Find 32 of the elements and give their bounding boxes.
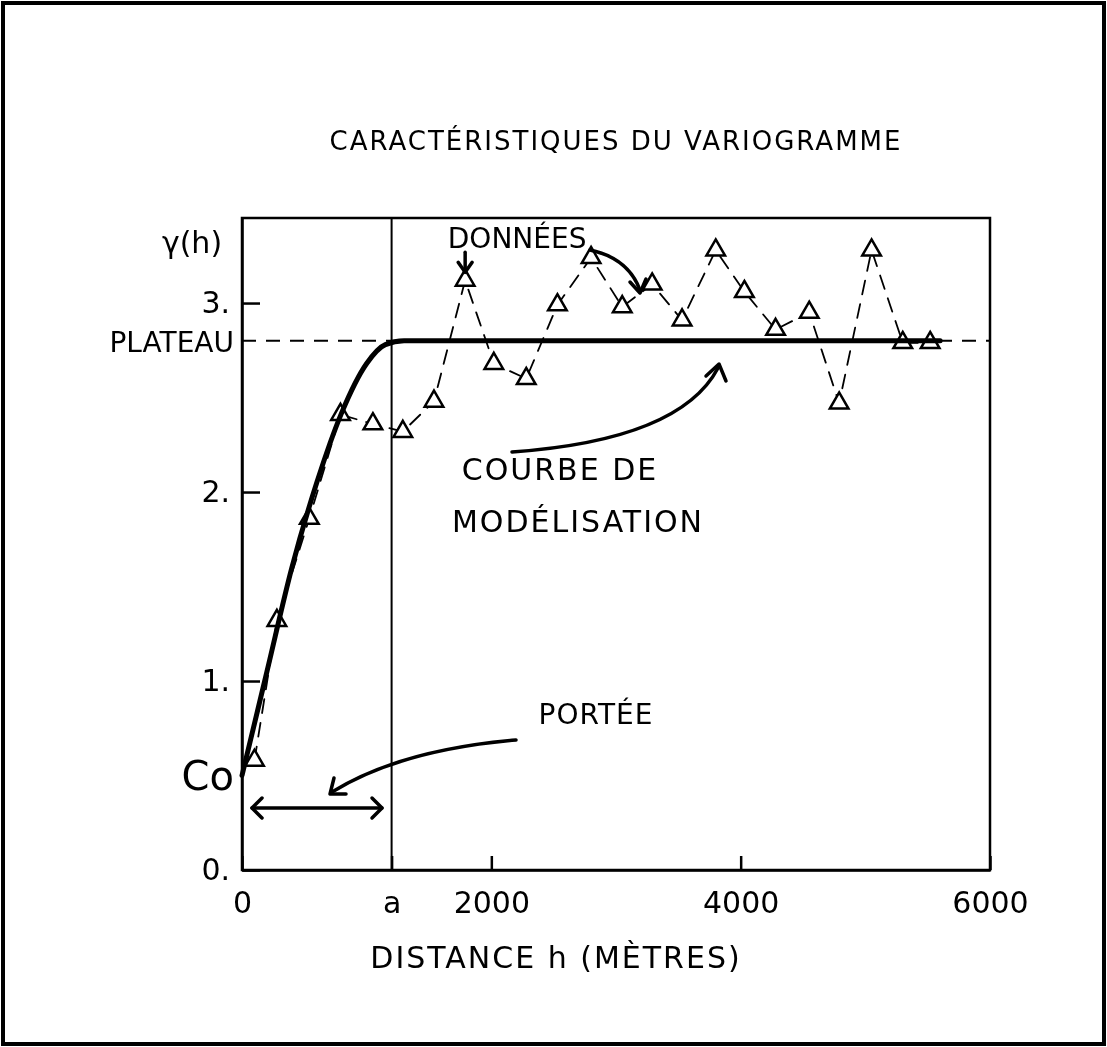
y-tick-label: 2.: [201, 474, 230, 510]
x-tick-label: 2000: [453, 885, 531, 921]
point: [362, 412, 384, 431]
point: [641, 272, 663, 291]
point: [546, 292, 568, 312]
point: [392, 419, 414, 439]
y-tick-label: 1.: [201, 663, 230, 699]
x-axis-title: DISTANCE h (MÈTRES): [370, 940, 742, 975]
point: [798, 300, 820, 320]
point: [828, 391, 850, 410]
x-tick-label: 6000: [952, 885, 1029, 921]
ref-line-label: PLATEAU: [109, 325, 234, 359]
y-tick-label: 0.: [201, 852, 230, 888]
point: [423, 389, 445, 408]
point: [611, 294, 633, 314]
annotation: PORTÉE: [538, 697, 654, 731]
point: [765, 317, 787, 337]
annotation: COURBE DE MODÉLISATION: [451, 452, 705, 539]
point: [705, 238, 727, 257]
x-tick-label: a: [382, 885, 402, 921]
y-tick-label: 3.: [201, 285, 230, 321]
annotation: DONNÉES: [447, 221, 587, 256]
y-axis-title: γ(h): [161, 225, 223, 260]
point: [515, 366, 537, 386]
point: [733, 279, 755, 299]
point: [483, 351, 505, 371]
x-tick-label: 0: [232, 885, 253, 921]
x-tick-label: 4000: [702, 885, 780, 921]
point: [671, 308, 693, 327]
chart-title: CARACTÉRISTIQUES DU VARIOGRAMME: [329, 125, 903, 156]
point: [861, 238, 883, 257]
annotation: Co: [181, 752, 234, 799]
